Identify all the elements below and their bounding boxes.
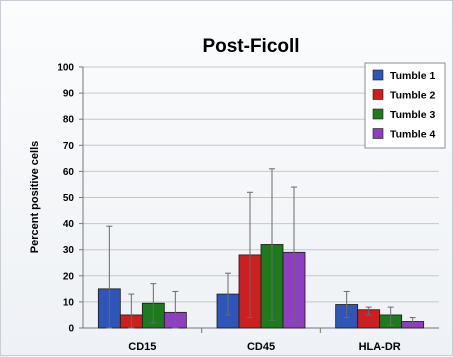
legend-label: Tumble 2 — [390, 90, 435, 102]
y-tick-label: 80 — [63, 115, 75, 126]
bar-layer — [97, 244, 425, 329]
y-tick-label: 70 — [63, 141, 75, 152]
y-tick-label: 90 — [63, 89, 75, 100]
legend-label: Tumble 1 — [390, 70, 435, 82]
legend: Tumble 1 Tumble 2 Tumble 3 Tumble 4 — [364, 62, 446, 149]
legend-swatch — [372, 69, 384, 81]
legend-label: Tumble 4 — [390, 129, 435, 141]
legend-swatch — [372, 128, 384, 139]
y-tick-label: 50 — [63, 193, 75, 204]
y-tick-label: 60 — [63, 167, 75, 178]
y-axis-label: Percent positive cells — [29, 141, 41, 254]
y-tick-label: 30 — [63, 245, 75, 256]
legend-swatch — [372, 89, 384, 100]
legend-items: Tumble 1 Tumble 2 Tumble 3 Tumble 4 — [372, 69, 435, 141]
y-tick-label: 0 — [68, 324, 74, 335]
category-label: HLA-DR — [359, 341, 401, 353]
y-tick-label: 100 — [57, 63, 74, 74]
y-tick-label: 10 — [63, 297, 75, 308]
chart-title: Post-Ficoll — [202, 36, 299, 57]
category-label: CD45 — [247, 341, 275, 353]
category-labels: CD15 CD45 HLA-DR — [128, 341, 401, 353]
legend-swatch — [372, 108, 384, 120]
legend-label: Tumble 3 — [390, 109, 435, 121]
category-label: CD15 — [128, 341, 156, 353]
y-tick-label: 40 — [63, 219, 75, 230]
y-tick-label: 20 — [63, 271, 75, 282]
y-tick-labels: 0 10 20 30 40 50 60 70 80 90 100 — [57, 63, 74, 335]
error-bar-layer — [106, 168, 416, 329]
